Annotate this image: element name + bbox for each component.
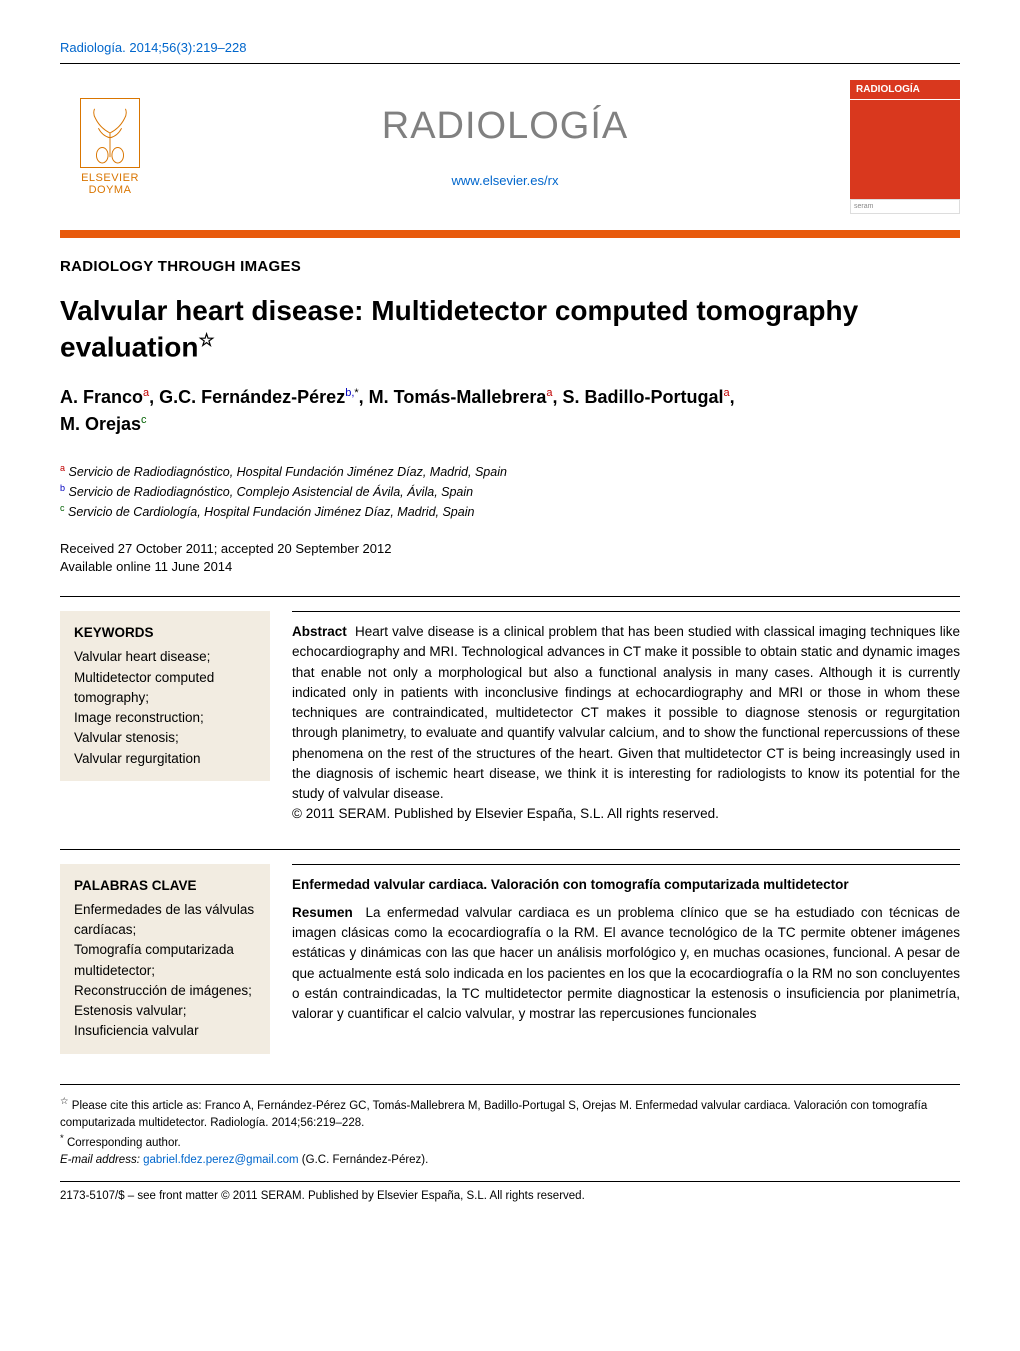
journal-url-link[interactable]: www.elsevier.es/rx [452,173,559,188]
article-dates: Received 27 October 2011; accepted 20 Se… [60,540,960,576]
footnote-citation: ☆ Please cite this article as: Franco A,… [60,1095,960,1132]
elsevier-tree-icon [80,98,140,168]
abstract-text-es: Enfermedad valvular cardiaca. Valoración… [292,864,960,1054]
star-icon: ☆ [60,1096,69,1107]
footnotes: ☆ Please cite this article as: Franco A,… [60,1084,960,1170]
elsevier-logo: ELSEVIERDOYMA [60,98,160,196]
section-label: RADIOLOGY THROUGH IMAGES [60,258,960,275]
authors-line-2: M. Orejasc [60,411,960,438]
keywords-heading-en: KEYWORDS [74,623,256,643]
keywords-box-es: PALABRAS CLAVE Enfermedades de las válvu… [60,864,270,1054]
abstract-text-en: Abstract Heart valve disease is a clinic… [292,611,960,825]
corresponding-email-link[interactable]: gabriel.fdez.perez@gmail.com [143,1154,299,1166]
affiliation-line: b Servicio de Radiodiagnóstico, Complejo… [60,482,960,502]
journal-cover-thumbnail: RADIOLOGÍA seram [850,80,960,214]
abstract-copyright-en: © 2011 SERAM. Published by Elsevier Espa… [292,804,960,824]
authors-line-1: A. Francoa, G.C. Fernández-Pérezb,*, M. … [60,384,960,411]
abstract-block-en: KEYWORDS Valvular heart disease; Multide… [60,596,960,825]
citation-header: Radiología. 2014;56(3):219–228 [60,40,960,55]
keywords-box-en: KEYWORDS Valvular heart disease; Multide… [60,611,270,781]
author-list: A. Francoa, G.C. Fernández-Pérezb,*, M. … [60,384,960,438]
copyright-footer: 2173-5107/$ – see front matter © 2011 SE… [60,1181,960,1202]
abstract-block-es: PALABRAS CLAVE Enfermedades de las válvu… [60,849,960,1054]
footnote-corresponding: * Corresponding author. [60,1132,960,1152]
journal-title: RADIOLOGÍA [176,105,834,148]
abstract-body-en: Heart valve disease is a clinical proble… [292,624,960,801]
abstract-body-es: La enfermedad valvular cardiaca es un pr… [292,905,960,1021]
keywords-list-es: Enfermedades de las válvulas cardíacas; … [74,900,256,1042]
cover-body [850,99,960,199]
dates-online: Available online 11 June 2014 [60,558,960,576]
affiliation-line: c Servicio de Cardiología, Hospital Fund… [60,502,960,522]
footnote-star-icon: ☆ [198,330,214,350]
abstract-title-es: Enfermedad valvular cardiaca. Valoración… [292,875,960,895]
journal-center: RADIOLOGÍA www.elsevier.es/rx [176,105,834,190]
cover-title: RADIOLOGÍA [850,80,960,99]
affiliations: a Servicio de Radiodiagnóstico, Hospital… [60,462,960,522]
cover-footer: seram [850,199,960,214]
abstract-lead-en: Abstract [292,624,347,639]
keywords-heading-es: PALABRAS CLAVE [74,876,256,896]
keywords-list-en: Valvular heart disease; Multidetector co… [74,647,256,769]
asterisk-icon: * [60,1133,64,1144]
abstract-lead-es: Resumen [292,905,353,920]
orange-divider-bar [60,230,960,238]
dates-received: Received 27 October 2011; accepted 20 Se… [60,540,960,558]
article-title: Valvular heart disease: Multidetector co… [60,293,960,366]
elsevier-name: ELSEVIERDOYMA [81,172,139,196]
journal-header: ELSEVIERDOYMA RADIOLOGÍA www.elsevier.es… [60,72,960,222]
affiliation-line: a Servicio de Radiodiagnóstico, Hospital… [60,462,960,482]
footnote-email: E-mail address: gabriel.fdez.perez@gmail… [60,1152,960,1169]
top-rule [60,63,960,64]
